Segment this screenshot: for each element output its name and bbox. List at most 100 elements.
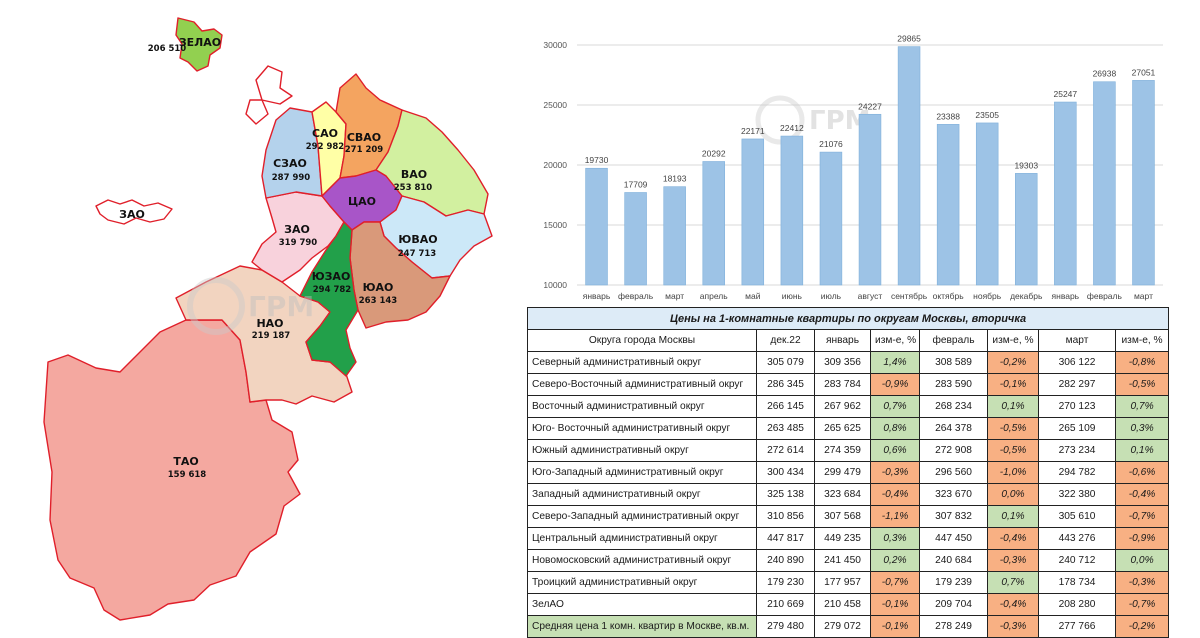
cell-change-january: -1,1%	[870, 505, 920, 528]
district-fragment-north	[255, 65, 293, 105]
cell-february: 307 832	[919, 505, 988, 528]
cell-district: Северный административный округ	[527, 351, 757, 374]
table-row: Восточный административный округ 266 145 2…	[527, 395, 1170, 418]
header-dec22: дек.22	[756, 329, 815, 352]
bar-value-label: 22171	[741, 126, 765, 136]
bar-value-label: 23388	[936, 111, 960, 121]
cell-change-january: -0,4%	[870, 483, 920, 506]
x-tick-label: декабрь	[1010, 291, 1043, 301]
cell-change-february: -0,5%	[987, 417, 1039, 440]
x-tick-label: май	[745, 291, 761, 301]
header-january: январь	[814, 329, 871, 352]
cell-change-march: 0,3%	[1114, 417, 1170, 440]
cell-march: 240 712	[1038, 549, 1116, 572]
cell-january: 283 784	[814, 373, 871, 396]
cell-march: 273 234	[1038, 439, 1116, 462]
cell-march: 443 276	[1038, 527, 1116, 550]
cell-january: 177 957	[814, 571, 871, 594]
cell-district: Троицкий административный округ	[527, 571, 757, 594]
y-tick-label: 30000	[543, 40, 567, 50]
bar-value-label: 22412	[780, 123, 804, 133]
label-cao-name: ЦАО	[348, 195, 376, 208]
district-tao[interactable]	[43, 319, 301, 621]
cell-district: Северо-Восточный административный округ	[527, 373, 757, 396]
district-zelao[interactable]	[175, 17, 223, 72]
label-yuvao-value: 247 713	[398, 249, 437, 259]
cell-district: Западный административный округ	[527, 483, 757, 506]
label-zao-value: 319 790	[279, 238, 318, 248]
x-tick-label: октябрь	[933, 291, 965, 301]
cell-february: 283 590	[919, 373, 988, 396]
table-row: Северный административный округ 305 079 30…	[527, 351, 1170, 374]
bar-value-label: 21076	[819, 139, 843, 149]
cell-district: Южный административный округ	[527, 439, 757, 462]
cell-dec22: 263 485	[756, 417, 815, 440]
chart-bar	[936, 124, 960, 286]
map-watermark-text: ГРМ	[248, 290, 314, 323]
table-row: Северо-Восточный административный округ 2…	[527, 373, 1170, 396]
cell-change-january: 0,8%	[870, 417, 920, 440]
y-tick-label: 10000	[543, 280, 567, 290]
chart-y-axis: 10000 15000 20000 25000 30000	[543, 40, 567, 290]
label-svao-name: СВАО	[347, 131, 381, 144]
bar-value-label: 18193	[663, 174, 687, 184]
cell-january: 267 962	[814, 395, 871, 418]
chart-bar	[1015, 173, 1038, 286]
cell-district: Средняя цена 1 комн. квартир в Москве, к…	[527, 615, 757, 638]
x-tick-label: август	[858, 291, 883, 301]
cell-change-march: -0,8%	[1114, 351, 1170, 374]
cell-january: 241 450	[814, 549, 871, 572]
x-tick-label: июнь	[782, 291, 803, 301]
table-title: Цены на 1-комнатные квартиры по округам …	[526, 307, 1170, 330]
cell-district: Юго- Восточный административный округ	[527, 417, 757, 440]
cell-february: 447 450	[919, 527, 988, 550]
x-tick-label: февраль	[618, 291, 654, 301]
table-row: ЗелАО 210 669 210 458 -0,1% 209 704 -0,4% 208 …	[527, 593, 1170, 616]
cell-march: 270 123	[1038, 395, 1116, 418]
cell-change-february: 0,1%	[987, 505, 1039, 528]
table-row: Троицкий административный округ 179 230 17…	[527, 571, 1170, 594]
x-tick-label: март	[1134, 291, 1153, 301]
label-sao-name: САО	[312, 127, 338, 140]
header-district: Округа города Москвы	[527, 329, 757, 352]
cell-march: 306 122	[1038, 351, 1116, 374]
table-caption-row: Цены на 1-комнатные квартиры по округам …	[526, 307, 1170, 330]
district-fragment-northwest	[245, 99, 269, 125]
cell-march: 294 782	[1038, 461, 1116, 484]
label-yuao-name: ЮАО	[363, 281, 394, 294]
cell-change-january: 0,2%	[870, 549, 920, 572]
cell-january: 265 625	[814, 417, 871, 440]
district-szao[interactable]	[261, 107, 323, 199]
cell-change-february: 0,1%	[987, 395, 1039, 418]
label-yuzao-value: 294 782	[313, 285, 352, 295]
district-yuzao[interactable]	[299, 221, 359, 377]
chart-x-axis: январь февраль март апрель май июнь июль август…	[583, 291, 1153, 301]
header-change-march: изм-е, %	[1114, 329, 1170, 352]
cell-change-february: -0,3%	[987, 615, 1039, 638]
cell-change-march: -0,4%	[1114, 483, 1170, 506]
chart-bar	[741, 138, 765, 286]
chart-bar	[1132, 80, 1155, 286]
header-change-february: изм-е, %	[987, 329, 1039, 352]
map-svg: ГРМ ЗЕЛАО 206 510 САО 292 982 СВАО 271 2…	[43, 17, 493, 621]
header-february: февраль	[919, 329, 988, 352]
district-zao-exclave[interactable]	[95, 199, 173, 225]
label-zao-exclave-name: ЗАО	[119, 208, 145, 221]
cell-change-february: -1,0%	[987, 461, 1039, 484]
bar-value-label: 17709	[624, 179, 648, 189]
label-szao-value: 287 990	[272, 173, 311, 183]
cell-dec22: 310 856	[756, 505, 815, 528]
cell-dec22: 179 230	[756, 571, 815, 594]
cell-change-march: -0,3%	[1114, 571, 1170, 594]
label-tao-name: ТАО	[173, 455, 198, 468]
cell-january: 307 568	[814, 505, 871, 528]
label-szao-name: СЗАО	[273, 157, 307, 170]
cell-district: Северо-Западный административный округ	[527, 505, 757, 528]
cell-dec22: 300 434	[756, 461, 815, 484]
cell-district: Юго-Западный административный округ	[527, 461, 757, 484]
cell-change-march: -0,9%	[1114, 527, 1170, 550]
bar-value-label: 26938	[1093, 69, 1117, 79]
table-row: Юго- Восточный административный округ 263…	[527, 417, 1170, 440]
cell-change-march: -0,7%	[1114, 593, 1170, 616]
chart-bar	[702, 161, 725, 286]
